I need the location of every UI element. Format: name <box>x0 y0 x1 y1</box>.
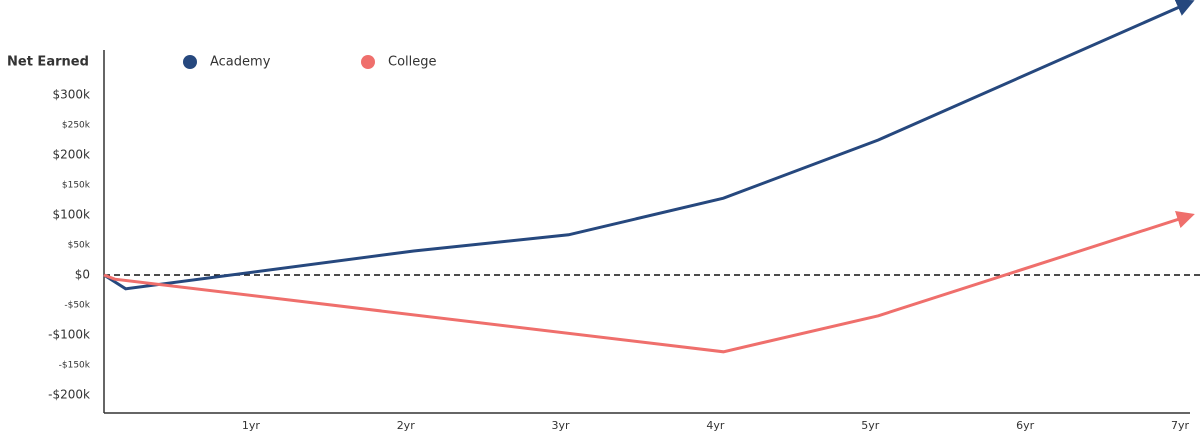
y-tick-label: $250k <box>62 121 91 131</box>
y-tick-label: $300k <box>53 88 91 102</box>
x-tick-label: 1yr <box>242 419 261 432</box>
legend-marker <box>183 55 197 69</box>
legend-label: Academy <box>210 55 271 70</box>
x-tick-label: 5yr <box>861 419 880 432</box>
legend-marker <box>361 55 375 69</box>
y-tick-label: $0 <box>75 268 90 282</box>
legend-label: College <box>388 55 437 70</box>
series-line <box>103 210 1195 354</box>
y-axis-label: Net Earned <box>7 55 89 70</box>
y-tick-label: $100k <box>53 208 91 222</box>
y-tick-label: $50k <box>68 241 91 251</box>
y-tick-label: -$200k <box>48 388 90 402</box>
y-tick-label: -$150k <box>59 361 91 371</box>
y-tick-label: $200k <box>53 148 91 162</box>
x-tick-label: 2yr <box>397 419 416 432</box>
x-tick-label: 6yr <box>1016 419 1035 432</box>
x-tick-label: 7yr <box>1171 419 1190 432</box>
x-tick-label: 4yr <box>706 419 725 432</box>
x-tick-label: 3yr <box>552 419 571 432</box>
y-tick-label: $150k <box>62 181 91 191</box>
y-tick-label: -$50k <box>64 301 90 311</box>
series-line <box>103 0 1195 291</box>
y-tick-label: -$100k <box>48 328 90 342</box>
